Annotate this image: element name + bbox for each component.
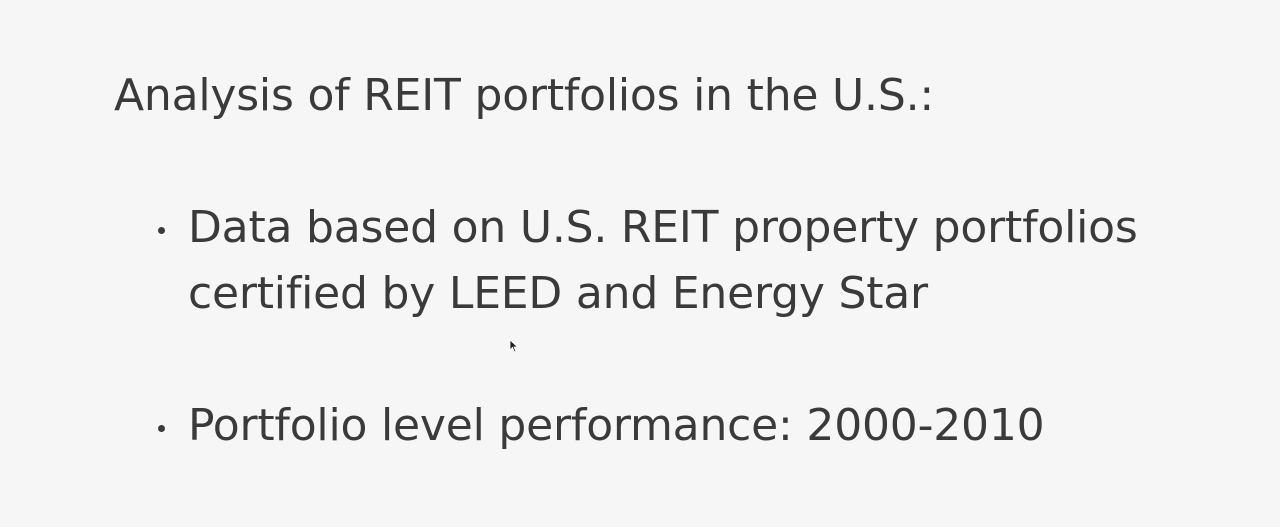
bullet-line: Data based on U.S. REIT property portfol… <box>188 202 1138 253</box>
mouse-pointer-icon <box>509 339 519 353</box>
bullet-text: Portfolio level performance: 2000-2010 <box>188 393 1045 459</box>
bullet-line: certified by LEED and Energy Star <box>188 268 928 319</box>
bullet-line: Portfolio level performance: 2000-2010 <box>188 400 1045 451</box>
bullet-dot <box>158 227 165 234</box>
bullet-dot <box>158 425 165 432</box>
bullet-text: Data based on U.S. REIT property portfol… <box>188 195 1138 327</box>
slide-heading: Analysis of REIT portfolios in the U.S.: <box>114 70 934 121</box>
